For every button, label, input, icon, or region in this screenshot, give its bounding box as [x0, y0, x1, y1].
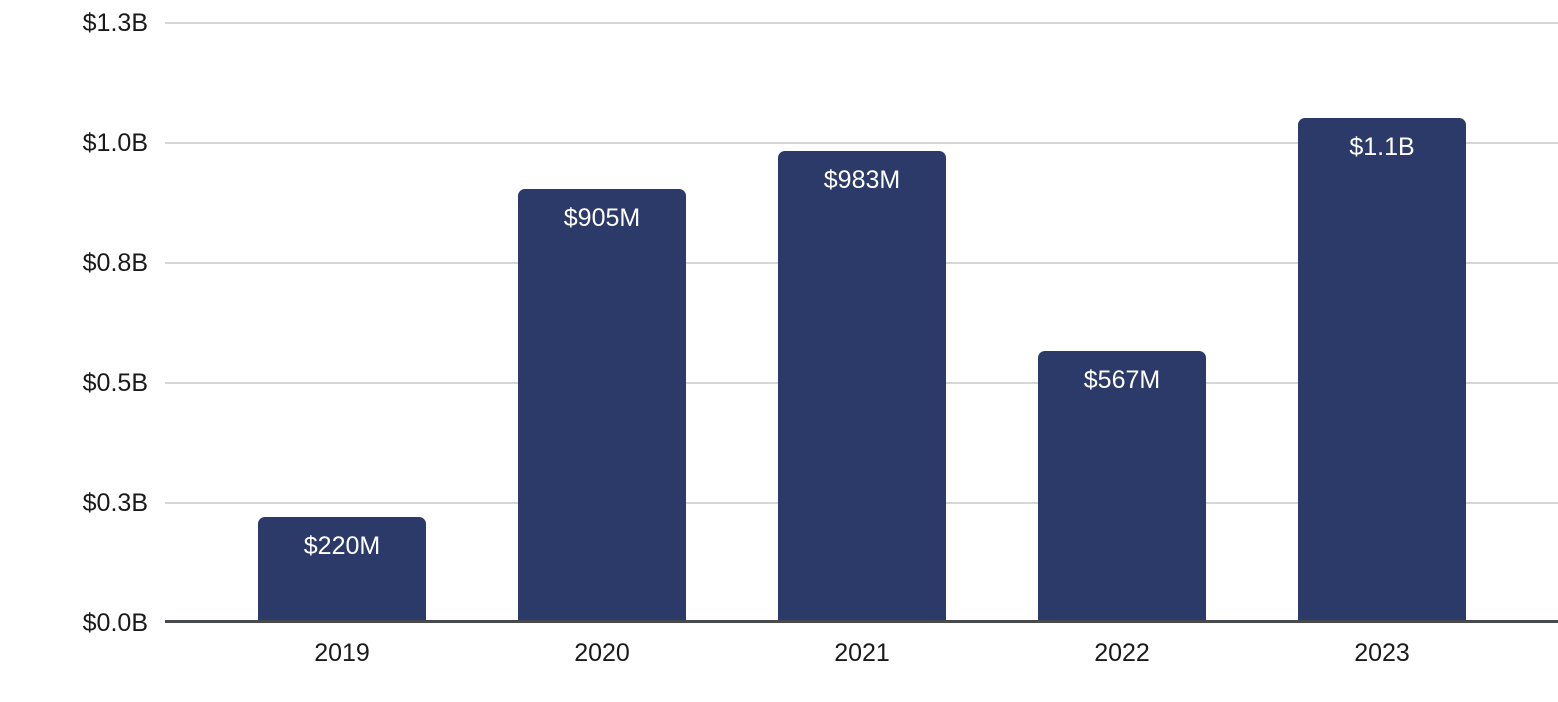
y-tick-label: $0.0B	[82, 609, 148, 637]
gridline	[165, 142, 1558, 144]
bar-value-label: $905M	[563, 203, 641, 232]
y-tick-label: $0.3B	[82, 489, 148, 517]
y-tick-label: $0.5B	[82, 369, 148, 397]
x-axis-line	[165, 620, 1558, 623]
bar-2023: $1.1B	[1298, 117, 1466, 621]
bar-2022: $567M	[1038, 350, 1206, 621]
bar-value-label: $983M	[823, 166, 901, 195]
y-tick-label: $1.0B	[82, 129, 148, 157]
x-tick-label: 2023	[1354, 639, 1410, 667]
bar-2019: $220M	[258, 517, 426, 621]
y-tick-label: $0.8B	[82, 249, 148, 277]
x-tick-label: 2022	[1094, 639, 1150, 667]
bar-2020: $905M	[518, 188, 686, 621]
bar-value-label: $220M	[303, 532, 381, 561]
bar-2021: $983M	[778, 151, 946, 621]
bar-value-label: $1.1B	[1349, 132, 1415, 161]
x-tick-label: 2021	[834, 639, 890, 667]
gridline	[165, 22, 1558, 24]
bar-value-label: $567M	[1083, 365, 1161, 394]
x-tick-label: 2019	[314, 639, 370, 667]
x-tick-label: 2020	[574, 639, 630, 667]
y-tick-label: $1.3B	[82, 9, 148, 37]
